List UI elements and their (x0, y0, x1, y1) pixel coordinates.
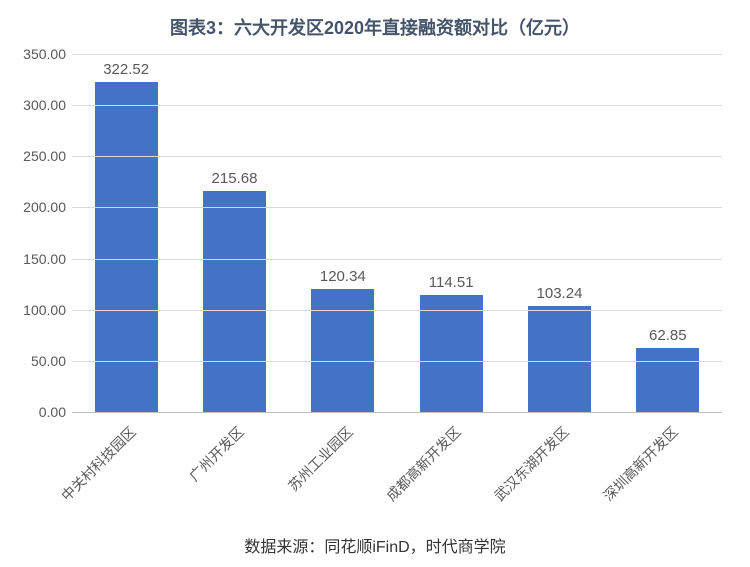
gridline (72, 54, 722, 55)
y-tick-label: 150.00 (6, 251, 66, 267)
bar-value-label: 103.24 (537, 285, 583, 302)
x-tick-label: 中关村科技园区 (72, 416, 180, 526)
gridline (72, 310, 722, 311)
gridline (72, 207, 722, 208)
bar-value-label: 62.85 (649, 327, 687, 344)
bars-group: 322.52 215.68 120.34 114.51 103.24 62.85 (72, 54, 722, 412)
plot-area: 322.52 215.68 120.34 114.51 103.24 62.85 (72, 54, 722, 412)
bar (528, 306, 591, 412)
y-tick-label: 200.00 (6, 199, 66, 215)
bar-slot: 120.34 (289, 268, 397, 412)
bar (95, 82, 158, 412)
gridline (72, 105, 722, 106)
x-tick-label: 苏州工业园区 (289, 416, 397, 526)
y-tick-label: 250.00 (6, 148, 66, 164)
bar-value-label: 215.68 (212, 170, 258, 187)
bar-slot: 62.85 (614, 327, 722, 412)
x-tick-label: 成都高新开发区 (397, 416, 505, 526)
y-tick-label: 350.00 (6, 46, 66, 62)
x-tick-label: 武汉东湖开发区 (505, 416, 613, 526)
gridline (72, 412, 722, 413)
x-tick-label: 深圳高新开发区 (614, 416, 722, 526)
y-tick-label: 50.00 (6, 353, 66, 369)
gridline (72, 156, 722, 157)
x-tick-label: 广州开发区 (180, 416, 288, 526)
y-tick-label: 100.00 (6, 302, 66, 318)
chart-container: 图表3：六大开发区2020年直接融资额对比（亿元） 322.52 215.68 12… (0, 0, 750, 567)
bar (636, 348, 699, 412)
bar-slot: 103.24 (505, 285, 613, 412)
data-source-text: 数据来源：同花顺iFinD，时代商学院 (0, 533, 750, 557)
x-axis-labels: 中关村科技园区广州开发区苏州工业园区成都高新开发区武汉东湖开发区深圳高新开发区 (72, 416, 722, 526)
bar-slot: 114.51 (397, 274, 505, 412)
bar (203, 191, 266, 412)
bar-value-label: 322.52 (103, 61, 149, 78)
gridline (72, 259, 722, 260)
bar-slot: 322.52 (72, 61, 180, 412)
bar (311, 289, 374, 412)
bar (420, 295, 483, 412)
chart-title: 图表3：六大开发区2020年直接融资额对比（亿元） (0, 14, 750, 40)
gridline (72, 361, 722, 362)
bar-value-label: 120.34 (320, 268, 366, 285)
y-tick-label: 0.00 (6, 404, 66, 420)
y-tick-label: 300.00 (6, 97, 66, 113)
bar-value-label: 114.51 (429, 274, 474, 291)
